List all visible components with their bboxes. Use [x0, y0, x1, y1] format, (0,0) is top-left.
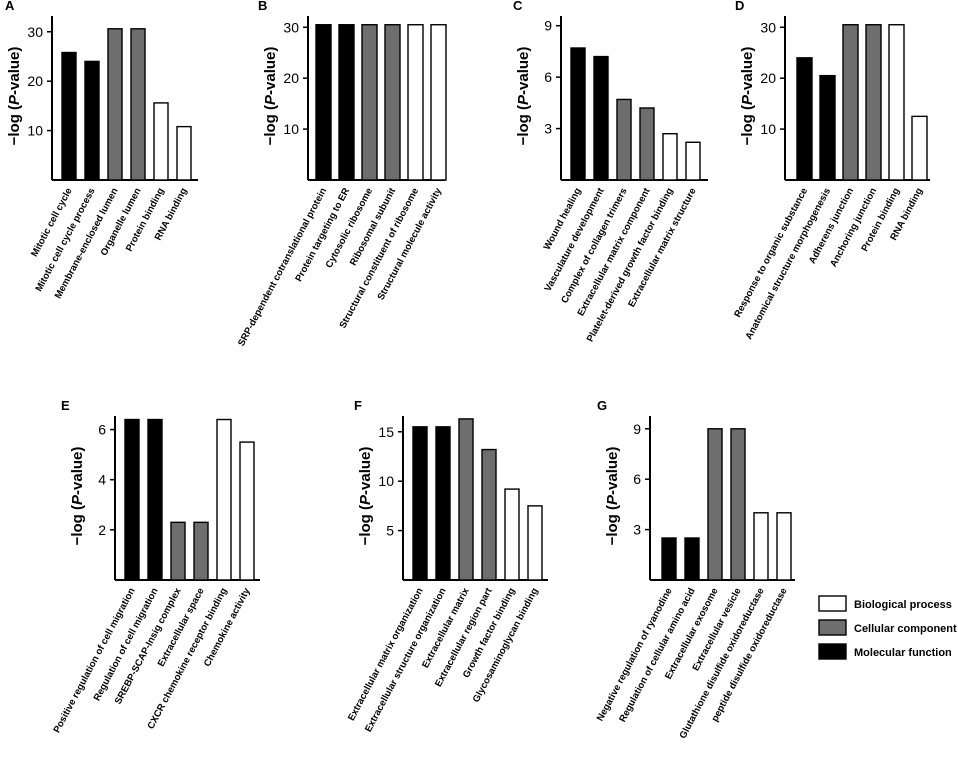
bar-g-regulation-of-cellular-amino-acid: [684, 537, 700, 581]
y-tick-label-c-9: 9: [544, 18, 552, 34]
legend: Biological process Cellular component Mole…: [818, 595, 957, 660]
chart-b: B 10 20 30−log (P-value) SRP-dependent cotra…: [236, 0, 447, 348]
legend-swatch-cellular-component: [818, 619, 847, 636]
panel-label-e: E: [61, 398, 70, 413]
bar-f-glycosaminoglycan-binding: [527, 505, 543, 581]
legend-label-cellular-component: Cellular component: [854, 623, 957, 635]
y-tick-label-g-6: 6: [633, 471, 641, 487]
panel-label-d: D: [735, 0, 744, 13]
legend-swatch-biological-process: [818, 595, 847, 612]
bar-f-extracellular-matrix: [458, 418, 474, 581]
y-axis-title-d: −log (P-value): [739, 47, 756, 146]
legend-swatch-molecular-function: [818, 643, 847, 660]
bar-d-response-to-organic-substance: [796, 57, 813, 181]
y-tick-label-g-9: 9: [633, 421, 641, 437]
bar-e-positive-regulation-of-cell-migration: [124, 418, 140, 581]
x-tick-label-e-1: Positive regulation of cell migration: [52, 586, 138, 735]
panel-label-b: B: [258, 0, 267, 13]
y-tick-label-d-30: 30: [760, 19, 776, 35]
y-tick-label-d-10: 10: [760, 121, 776, 137]
bar-e-cxcr-chemokine-receptor-binding: [216, 418, 232, 581]
bar-d-anatomical-structure-morphogenesis: [819, 74, 836, 181]
legend-label-biological-process: Biological process: [854, 599, 952, 611]
bar-f-extracellular-region-part: [481, 448, 497, 581]
y-axis-title-e: −log (P-value): [69, 447, 86, 546]
bar-f-growth-factor-binding: [504, 488, 520, 581]
y-tick-label-e-6: 6: [98, 422, 106, 438]
y-tick-label-b-20: 20: [283, 70, 299, 86]
y-tick-label-e-4: 4: [98, 472, 106, 488]
panel-label-a: A: [5, 0, 15, 13]
y-axis-title-g: −log (P-value): [604, 447, 621, 546]
bar-d-adherens-junction: [842, 24, 859, 181]
bar-g-negative-regulation-of-ryanodine: [661, 537, 677, 581]
panel-label-f: F: [354, 398, 362, 413]
panel-label-g: G: [597, 398, 607, 413]
y-tick-label-a-20: 20: [27, 73, 43, 89]
bar-c-vasculature-development: [593, 55, 609, 181]
bar-a-membrane-enclosed-lumen: [107, 28, 123, 181]
y-tick-label-b-30: 30: [283, 19, 299, 35]
y-tick-label-f-5: 5: [386, 523, 394, 539]
bar-a-rna-binding: [176, 125, 192, 181]
bar-a-mitotic-cell-cycle-process: [84, 60, 100, 181]
x-tick-label-b-1: SRP-dependent cotranslational protein: [236, 186, 329, 348]
bar-a-protein-binding: [153, 102, 169, 181]
bar-g-extracellular-vesicle: [730, 428, 746, 581]
bar-b-structural-molecule-activity: [430, 24, 447, 181]
bar-c-platelet-derived-growth-factor-binding: [662, 133, 678, 181]
bar-c-extracellular-matrix-component: [639, 107, 655, 181]
bar-c-extracellular-matrix-structure: [685, 141, 701, 181]
bar-d-anchoring-junction: [865, 24, 882, 181]
y-tick-label-f-15: 15: [378, 424, 394, 440]
y-axis-title-c: −log (P-value): [515, 47, 532, 146]
y-tick-label-d-20: 20: [760, 70, 776, 86]
bar-c-wound-healing: [570, 47, 586, 181]
bar-e-srebp-scap-insig-complex: [170, 521, 186, 581]
y-axis-title-f: −log (P-value): [357, 447, 374, 546]
bar-g-glutathione-disulfide-oxidoreductase: [753, 512, 769, 581]
bar-b-ribosomal-subunit: [384, 24, 401, 181]
bar-a-mitotic-cell-cycle: [61, 51, 77, 181]
bar-d-protein-binding: [888, 24, 905, 181]
y-tick-label-e-2: 2: [98, 522, 106, 538]
y-tick-label-a-30: 30: [27, 24, 43, 40]
bar-e-regulation-of-cell-migration: [147, 418, 163, 581]
y-axis-title-b: −log (P-value): [262, 47, 279, 146]
bar-a-organelle-lumen: [130, 28, 146, 181]
bar-f-extracellular-structure-organization: [435, 426, 451, 581]
bar-b-protein-targeting-to-er: [338, 24, 355, 181]
y-axis-title-a: −log (P-value): [6, 47, 23, 146]
panel-label-c: C: [513, 0, 523, 13]
bar-b-srp-dependent-cotranslational-protein: [315, 24, 332, 181]
y-tick-label-c-3: 3: [544, 121, 552, 137]
bar-d-rna-binding: [911, 115, 928, 181]
bar-f-extracellular-matrix-organization: [412, 426, 428, 581]
bar-e-chemokine-activity: [239, 441, 255, 581]
y-tick-label-f-10: 10: [378, 473, 394, 489]
y-tick-label-c-6: 6: [544, 69, 552, 85]
bar-g-extracellular-exosome: [707, 428, 723, 581]
legend-label-molecular-function: Molecular function: [854, 647, 952, 659]
bar-g-peptide-disulfide-oxidoreductase: [776, 512, 792, 581]
bar-e-extracellular-space: [193, 521, 209, 581]
y-tick-label-a-10: 10: [27, 123, 43, 139]
bar-c-complex-of-collagen-trimers: [616, 98, 632, 181]
bar-b-cytosolic-ribosome: [361, 24, 378, 181]
bar-b-structural-constituent-of-ribosome: [407, 24, 424, 181]
y-tick-label-g-3: 3: [633, 522, 641, 538]
y-tick-label-b-10: 10: [283, 121, 299, 137]
chart-e: E 2 4 6 −log (P-value) Positive regulation of…: [52, 398, 260, 735]
